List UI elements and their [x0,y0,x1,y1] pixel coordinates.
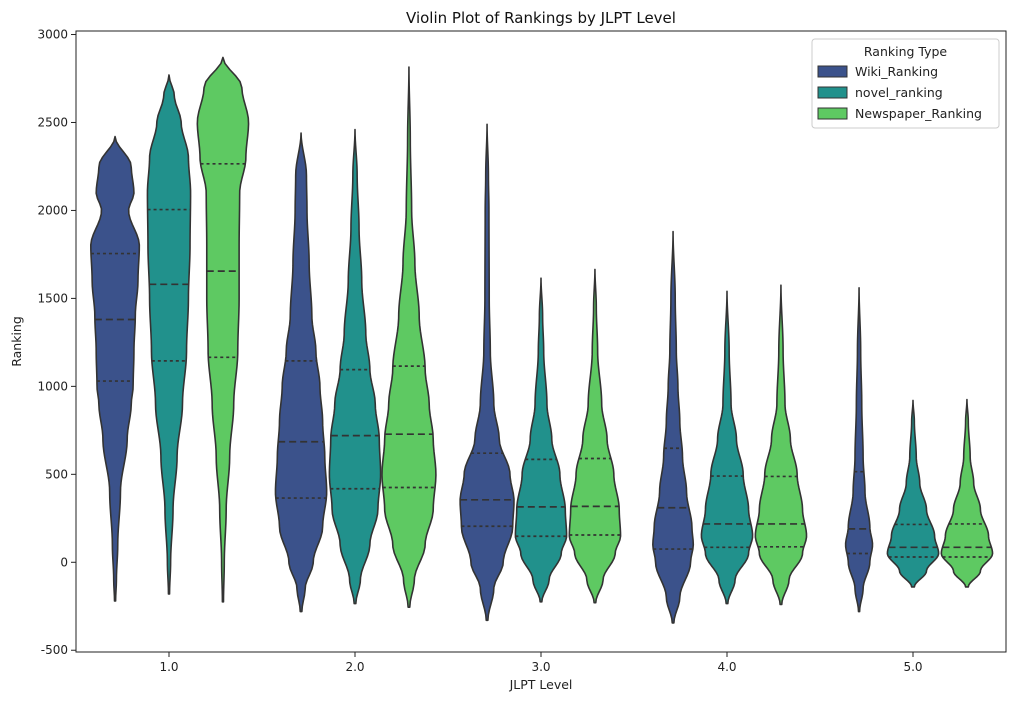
y-tick-label: -500 [41,643,68,657]
y-tick-label: 2000 [37,203,68,217]
violin-novel_ranking-4.0 [700,290,754,605]
y-axis: -500 0 500 1000 1500 2000 2500 3000 [37,28,76,657]
legend: Ranking Type Wiki_Ranking novel_ranking Ne… [811,38,1000,129]
x-tick-label: 3.0 [531,660,550,674]
violin-Newspaper_Ranking-1.0 [196,56,250,603]
x-tick-label: 2.0 [345,660,364,674]
y-tick-label: 3000 [37,28,68,42]
violin-Newspaper_Ranking-2.0 [381,66,437,608]
violin-Newspaper_Ranking-5.0 [940,398,994,588]
violin-novel_ranking-5.0 [886,399,940,588]
violin-Wiki_Ranking-4.0 [652,230,695,624]
violin-novel_ranking-1.0 [146,74,192,595]
y-tick-label: 500 [45,467,68,481]
violin-novel_ranking-3.0 [514,277,568,603]
legend-swatch-novel_ranking [817,86,848,99]
violin-Wiki_Ranking-5.0 [844,287,874,613]
y-tick-label: 0 [60,555,68,569]
x-tick-label: 4.0 [717,660,736,674]
legend-swatch-Wiki_Ranking [817,65,848,78]
legend-label-novel_ranking: novel_ranking [855,85,943,100]
y-tick-label: 1000 [37,379,68,393]
plot-frame [75,30,1007,653]
violin-Newspaper_Ranking-3.0 [568,268,622,604]
violin-novel_ranking-2.0 [328,128,382,605]
chart-title: Violin Plot of Rankings by JLPT Level [406,9,676,27]
violin-Wiki_Ranking-3.0 [459,123,515,622]
x-tick-label: 5.0 [903,660,922,674]
y-tick-label: 2500 [37,115,68,129]
legend-label-Wiki_Ranking: Wiki_Ranking [855,64,938,79]
y-tick-label: 1500 [37,291,68,305]
violin-Wiki_Ranking-1.0 [90,135,141,602]
legend-swatch-Newspaper_Ranking [817,107,848,120]
violins-layer [90,56,994,624]
legend-box [811,38,1000,129]
legend-label-Newspaper_Ranking: Newspaper_Ranking [855,106,982,121]
x-tick-label: 1.0 [159,660,178,674]
violin-Wiki_Ranking-2.0 [274,132,328,613]
x-axis-title: JLPT Level [509,677,573,692]
y-axis-title: Ranking [9,316,24,367]
x-axis: 1.0 2.0 3.0 4.0 5.0 [159,652,923,674]
legend-title: Ranking Type [864,44,948,59]
